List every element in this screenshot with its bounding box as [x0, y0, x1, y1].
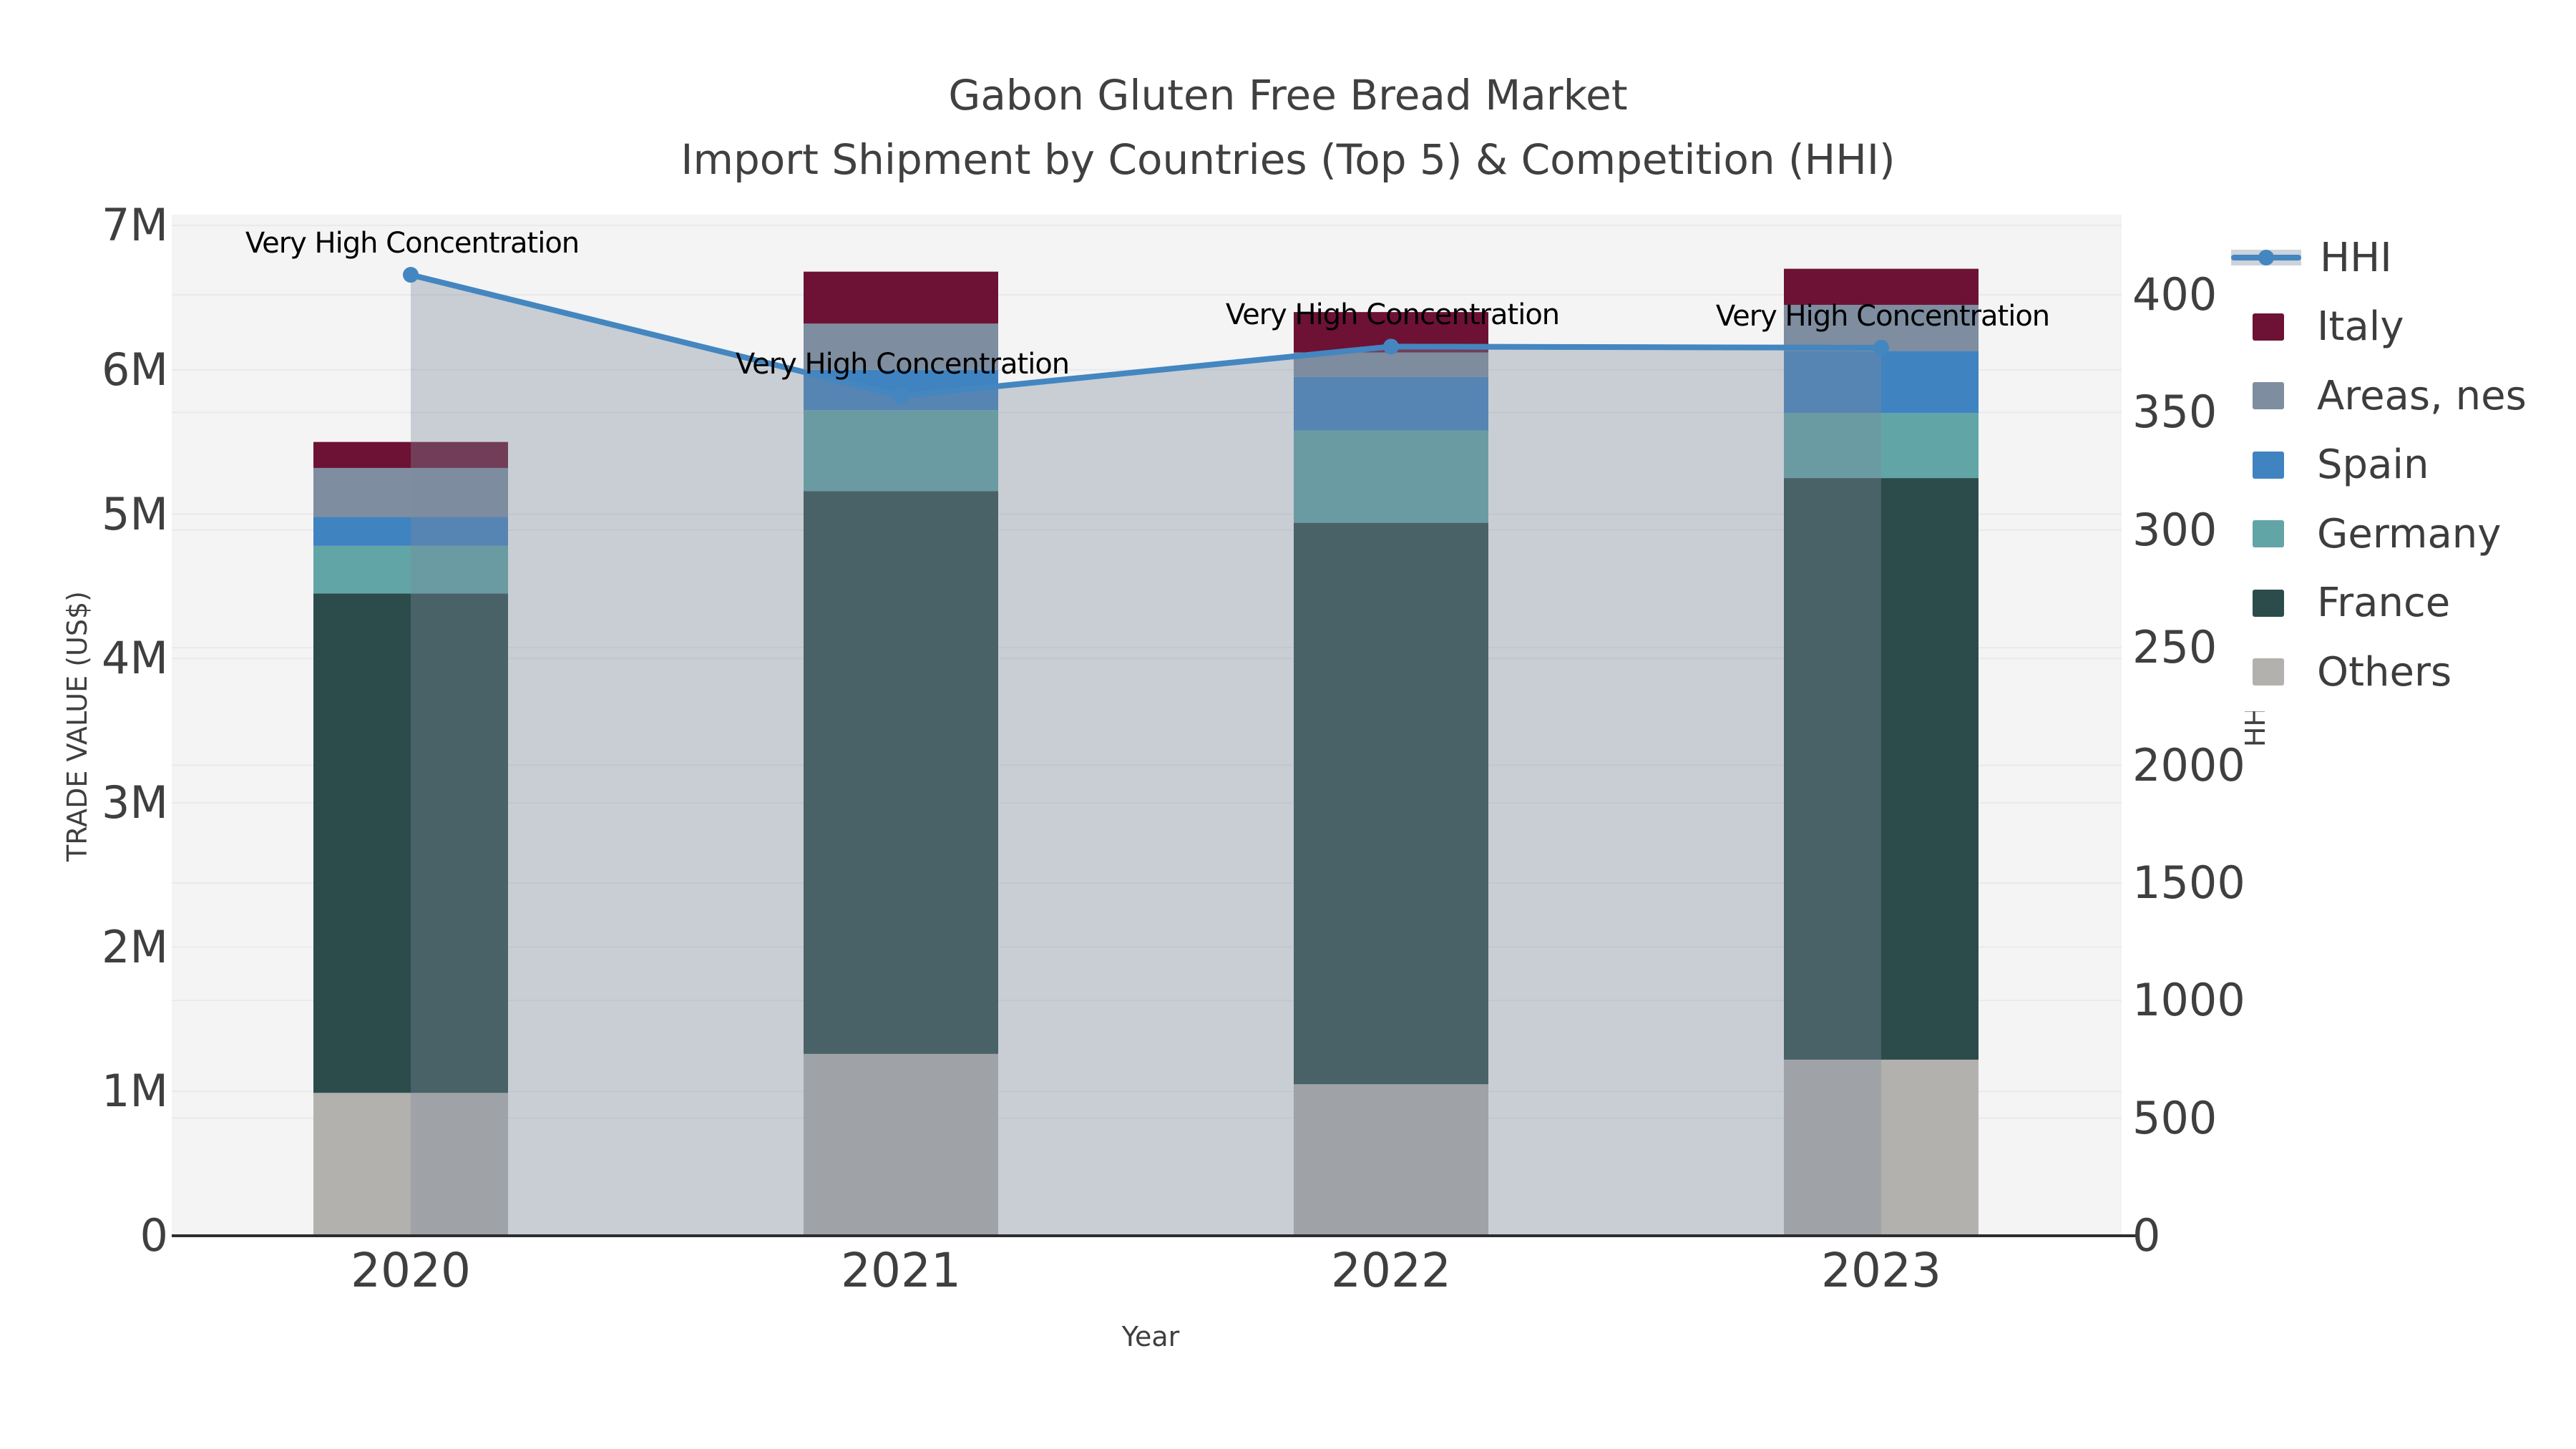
annotation-very-high-concentration-2020: Very High Concentration [245, 227, 580, 260]
y-right-tick-2000: 2000 [2132, 738, 2245, 791]
legend-item-france[interactable]: France [2218, 569, 2575, 638]
legend-swatch-areas--nes [2253, 382, 2284, 410]
y-right-tick-0: 0 [2132, 1209, 2161, 1262]
y-left-tick-7M: 7M [102, 199, 168, 252]
annotation-very-high-concentration-2022: Very High Concentration [1225, 298, 1560, 332]
bar-segment-germany-2020[interactable] [313, 545, 508, 594]
bar-segment-areas--nes-2021[interactable] [804, 323, 998, 370]
y-left-tick-0: 0 [140, 1209, 168, 1262]
legend-item-hhi[interactable]: HHI [2218, 223, 2575, 293]
legend-swatch-france [2253, 589, 2284, 617]
y-axis-left-title: TRADE VALUE (US$) [62, 591, 93, 862]
hhi-marker-2021[interactable] [893, 388, 909, 404]
x-axis-title: Year [1121, 1321, 1180, 1352]
hhi-marker-2020[interactable] [403, 267, 419, 283]
legend-swatch-others [2253, 658, 2284, 686]
chart-title-line2: Import Shipment by Countries (Top 5) & C… [680, 135, 1896, 184]
hhi-marker-2023[interactable] [1873, 339, 1889, 356]
legend-item-spain[interactable]: Spain [2218, 431, 2575, 500]
bar-segment-france-2020[interactable] [313, 593, 508, 1093]
y-right-tick-500: 500 [2132, 1091, 2218, 1144]
legend-item-others[interactable]: Others [2218, 638, 2575, 707]
legend-label: Germany [2317, 510, 2502, 557]
bar-segment-areas--nes-2022[interactable] [1294, 352, 1488, 377]
hhi-line[interactable] [410, 272, 1882, 399]
bar-segment-others-2021[interactable] [804, 1053, 998, 1236]
bar-segment-spain-2023[interactable] [1784, 351, 1979, 414]
bar-segment-france-2022[interactable] [1294, 522, 1488, 1085]
annotation-very-high-concentration-2023: Very High Concentration [1715, 299, 2050, 333]
legend-item-germany[interactable]: Germany [2218, 499, 2575, 569]
y-left-tick-3M: 3M [102, 776, 168, 829]
x-tick-2021: 2021 [841, 1243, 961, 1298]
bar-segment-areas--nes-2020[interactable] [313, 467, 508, 517]
bar-segment-france-2021[interactable] [804, 491, 998, 1054]
bar-segment-others-2020[interactable] [313, 1093, 508, 1236]
x-tick-2023: 2023 [1821, 1243, 1941, 1298]
y-left-tick-6M: 6M [102, 343, 168, 396]
bar-segment-italy-2021[interactable] [804, 271, 998, 324]
legend: HHI Italy Areas, nes Spain Germany France Othe… [2218, 223, 2575, 711]
hhi-area-fill [411, 275, 1881, 1236]
legend-label: Spain [2317, 441, 2429, 489]
bar-segment-others-2023[interactable] [1784, 1059, 1979, 1236]
y-left-tick-4M: 4M [102, 632, 168, 685]
y-right-tick-1500: 1500 [2132, 856, 2245, 909]
bar-segment-germany-2023[interactable] [1784, 413, 1979, 479]
legend-label: France [2317, 580, 2451, 627]
x-tick-2020: 2020 [351, 1243, 471, 1298]
legend-label: Others [2317, 648, 2452, 696]
y-left-tick-5M: 5M [102, 487, 168, 540]
bar-segment-spain-2020[interactable] [313, 517, 508, 546]
x-tick-2022: 2022 [1331, 1243, 1451, 1298]
legend-swatch-germany [2253, 520, 2284, 548]
bar-segment-italy-2020[interactable] [313, 441, 508, 468]
legend-item-areas--nes[interactable]: Areas, nes [2218, 361, 2575, 431]
legend-swatch-italy [2253, 313, 2284, 341]
y-left-tick-1M: 1M [102, 1065, 168, 1118]
hhi-line-sample-icon [2231, 243, 2301, 272]
bar-segment-france-2023[interactable] [1784, 478, 1979, 1060]
annotation-very-high-concentration-2021: Very High Concentration [735, 348, 1070, 381]
legend-label: HHI [2320, 234, 2392, 281]
bar-segment-germany-2022[interactable] [1294, 430, 1488, 523]
y-left-tick-2M: 2M [102, 920, 168, 973]
hhi-marker-2022[interactable] [1383, 338, 1399, 355]
legend-item-italy[interactable]: Italy [2218, 293, 2575, 362]
y-right-tick-1000: 1000 [2132, 974, 2245, 1027]
bar-segment-others-2022[interactable] [1294, 1084, 1488, 1236]
bar-segment-germany-2021[interactable] [804, 410, 998, 492]
bar-segment-italy-2023[interactable] [1784, 268, 1979, 306]
legend-label: Areas, nes [2317, 372, 2527, 419]
legend-swatch-spain [2253, 451, 2284, 479]
chart-title: Gabon Gluten Free Bread Market Import Sh… [0, 63, 2576, 192]
legend-label: Italy [2317, 303, 2404, 351]
chart-title-line1: Gabon Gluten Free Bread Market [948, 71, 1628, 119]
bar-segment-spain-2022[interactable] [1294, 376, 1488, 431]
